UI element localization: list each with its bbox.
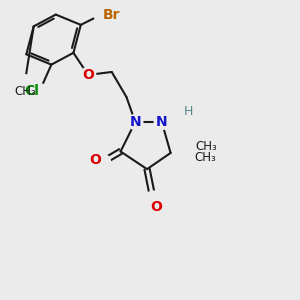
Circle shape (145, 190, 161, 207)
Text: CH₃: CH₃ (14, 85, 36, 98)
Text: Cl: Cl (24, 84, 39, 98)
Circle shape (80, 67, 96, 83)
Text: N: N (130, 115, 141, 129)
Circle shape (31, 83, 48, 99)
Text: CH₃: CH₃ (196, 140, 217, 153)
Text: H: H (183, 105, 193, 118)
Text: O: O (82, 68, 94, 82)
Circle shape (16, 74, 33, 91)
Circle shape (186, 130, 202, 146)
Circle shape (184, 157, 201, 174)
Text: O: O (150, 200, 162, 214)
Text: Br: Br (102, 8, 120, 22)
Text: CH₃: CH₃ (194, 151, 216, 164)
Text: O: O (89, 153, 101, 167)
Text: N: N (156, 115, 168, 129)
Circle shape (94, 154, 111, 170)
Circle shape (154, 114, 170, 130)
Circle shape (127, 114, 143, 130)
Circle shape (93, 6, 110, 23)
Circle shape (174, 103, 190, 120)
